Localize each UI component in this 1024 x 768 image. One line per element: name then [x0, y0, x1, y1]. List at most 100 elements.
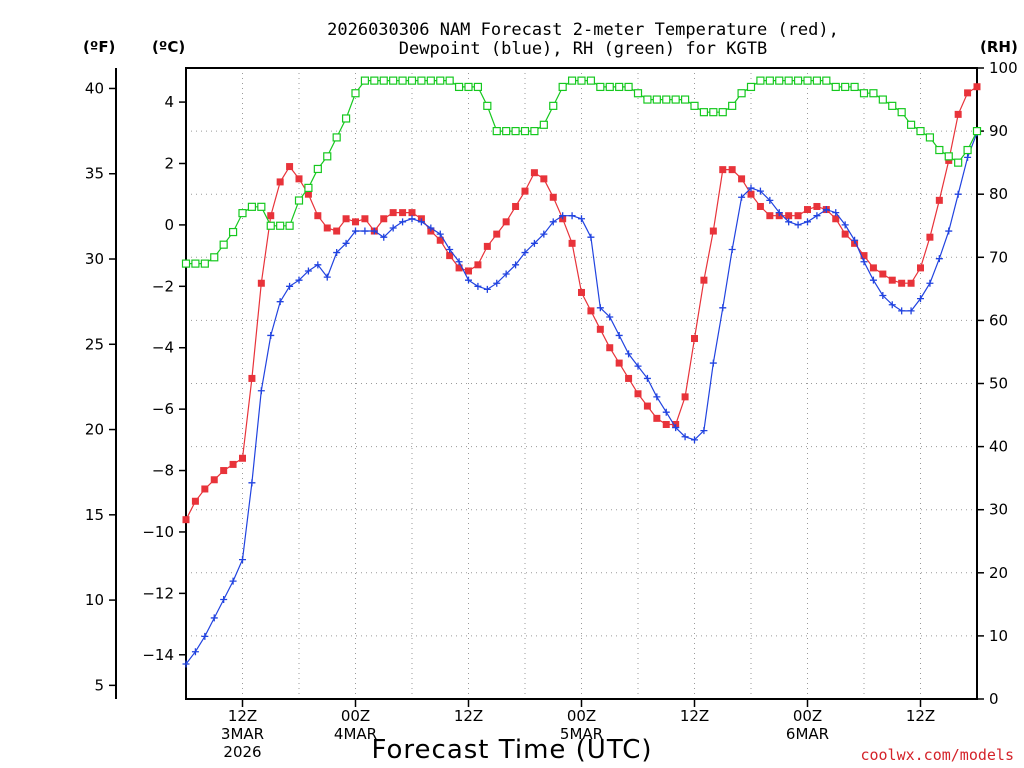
rh-point: [765, 76, 774, 85]
rh-point: [558, 82, 567, 92]
temperature-point: [512, 202, 520, 210]
dewpoint-point: [323, 273, 331, 281]
dewpoint-point: [210, 614, 218, 622]
dewpoint-point: [756, 187, 764, 195]
rh-point: [389, 76, 398, 85]
temperature-point: [728, 166, 736, 174]
dewpoint-point: [578, 215, 585, 223]
dewpoint-point: [436, 230, 444, 238]
dewpoint-point: [935, 255, 943, 263]
rh-point: [718, 108, 727, 117]
rh-point: [793, 76, 803, 85]
axes: [109, 67, 984, 707]
dewpoint-point: [417, 218, 425, 226]
rh-point: [341, 114, 351, 123]
dewpoint-point: [681, 433, 689, 441]
temperature-point: [380, 215, 388, 223]
temperature-point: [342, 215, 350, 223]
rh-point: [746, 82, 756, 92]
rh-point: [426, 76, 435, 85]
rh-point: [539, 120, 548, 129]
rh-point: [784, 76, 793, 85]
x-tick-label: 00Z: [341, 707, 370, 725]
fahrenheit-tick-label: 25: [85, 335, 104, 353]
temperature-point: [304, 190, 312, 198]
rh-point: [398, 76, 407, 85]
dewpoint-point: [559, 212, 567, 220]
rh-point: [605, 82, 614, 92]
celsius-tick-label: −14: [142, 646, 174, 664]
celsius-tick-label: −2: [152, 277, 174, 295]
dewpoint-point: [596, 304, 604, 312]
temperature-point: [286, 163, 294, 171]
fahrenheit-tick-label: 20: [85, 421, 104, 439]
credit-link[interactable]: coolwx.com/models: [860, 746, 1014, 764]
rh-point: [228, 227, 238, 237]
temperature-point: [201, 485, 209, 493]
temperature-point: [841, 230, 849, 238]
fahrenheit-tick-label: 15: [85, 506, 104, 524]
x-tick-label: 6MAR: [786, 725, 829, 743]
temperature-point: [502, 218, 510, 226]
rh-point: [266, 221, 275, 230]
temperature-point: [954, 110, 962, 118]
rh-point: [511, 126, 520, 136]
temperature-point: [389, 209, 397, 217]
dewpoint-point: [879, 292, 887, 300]
temperature-point: [756, 202, 764, 210]
dewpoint-point: [662, 408, 670, 416]
rh-point: [728, 101, 737, 110]
temperature-point: [973, 83, 981, 91]
rh-tick-label: 90: [989, 122, 1008, 140]
temperature-point: [399, 209, 407, 217]
rh-point: [436, 76, 445, 85]
temperature-point: [587, 307, 595, 315]
dewpoint-point: [333, 249, 341, 257]
temperature-point: [681, 393, 689, 401]
celsius-tick-label: −10: [142, 523, 174, 541]
rh-point: [360, 76, 370, 85]
dewpoint-point: [352, 227, 359, 235]
dewpoint-point: [775, 209, 783, 217]
temperature-point: [935, 196, 943, 204]
rh-point: [869, 89, 878, 98]
dewpoint-point: [370, 227, 378, 235]
temperature-point: [785, 212, 793, 220]
rh-point: [351, 89, 360, 98]
celsius-tick-label: −6: [152, 400, 174, 418]
temperature-point: [493, 230, 501, 238]
dewpoint-point: [964, 153, 972, 161]
temperature-point: [879, 270, 887, 278]
temperature-point: [455, 264, 463, 272]
celsius-unit-label: (ºC): [152, 38, 185, 56]
rh-tick-label: 70: [989, 248, 1008, 266]
dewpoint-point: [926, 279, 934, 287]
dewpoint-point: [239, 556, 246, 564]
temperature-point: [210, 476, 218, 484]
rh-point: [483, 101, 492, 110]
temperature-point: [860, 252, 868, 260]
temperature-point: [634, 390, 642, 398]
rh-point: [633, 89, 643, 98]
rh-point: [916, 126, 925, 136]
dewpoint-point: [182, 660, 190, 668]
temperature-point: [625, 374, 633, 382]
rh-point: [615, 82, 624, 92]
dewpoint-point: [653, 393, 661, 401]
temperature-point: [521, 187, 529, 195]
fahrenheit-tick-label: 35: [85, 165, 104, 183]
dewpoint-point: [747, 184, 755, 192]
rh-point: [850, 82, 859, 92]
rh-point: [492, 126, 501, 136]
dewpoint-point: [342, 239, 350, 247]
dewpoint-point: [898, 307, 906, 315]
rh-point: [652, 95, 661, 104]
rh-point: [935, 145, 944, 155]
temperature-point: [926, 233, 934, 241]
x-tick-label: 00Z: [793, 707, 822, 725]
temperature-point: [276, 178, 284, 186]
rh-point: [294, 196, 304, 205]
dewpoint-point: [380, 233, 388, 241]
rh-point: [323, 152, 332, 161]
dewpoint-point: [483, 285, 491, 293]
